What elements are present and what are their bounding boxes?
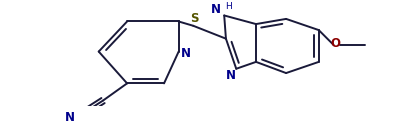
Text: H: H <box>225 2 231 11</box>
Text: N: N <box>210 3 220 16</box>
Text: N: N <box>65 111 75 123</box>
Text: N: N <box>225 69 235 82</box>
Text: N: N <box>180 47 190 60</box>
Text: S: S <box>189 12 198 25</box>
Text: O: O <box>329 37 339 50</box>
